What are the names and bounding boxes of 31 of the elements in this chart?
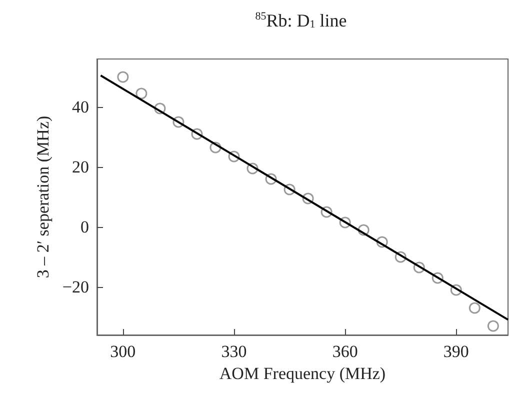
point [413,262,425,274]
x-axis-title: AOM Frequency (MHz) [219,364,386,383]
x-tick-label: 330 [221,342,247,361]
point [468,302,480,314]
point [136,88,148,100]
point [432,272,444,284]
y-tick-label: −20 [62,278,89,296]
point [376,236,388,248]
point [191,128,203,140]
point [117,71,129,83]
point [450,284,462,296]
point [228,150,240,162]
point [394,251,406,263]
point [302,192,314,204]
point [172,116,184,128]
x-tick-label: 360 [332,342,358,361]
point [320,206,332,218]
y-axis-title: 3 – 2′ seperation (MHz) [34,116,53,278]
x-tick-label: 390 [443,342,469,361]
y-tick-label: 40 [72,98,89,116]
point [210,142,222,154]
y-tick-label: 20 [72,158,89,176]
y-tick-label: 0 [80,218,89,236]
point [265,173,277,185]
point [339,216,351,228]
x-tick-label: 300 [110,342,136,361]
point [154,102,166,114]
point [284,184,296,196]
point [246,162,258,174]
point [487,320,499,332]
point [358,224,370,236]
